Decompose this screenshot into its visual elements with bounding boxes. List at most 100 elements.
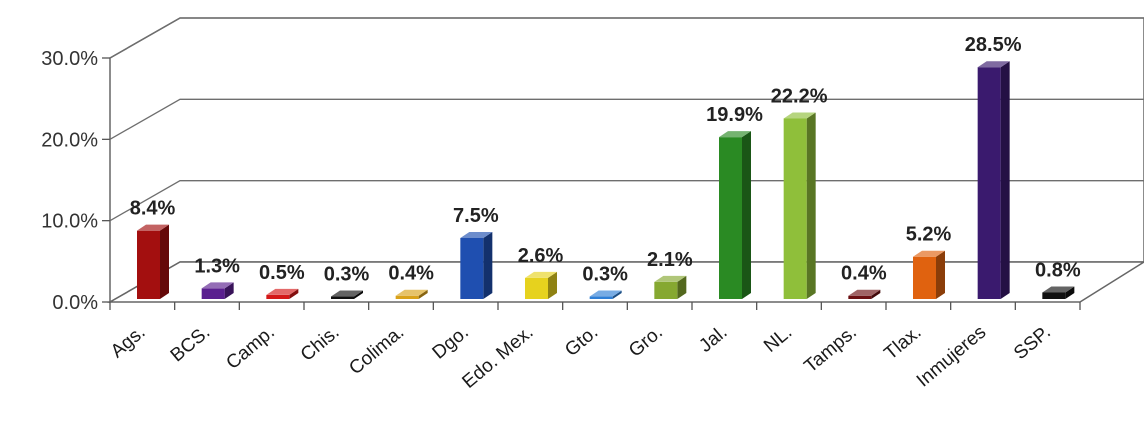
data-label: 0.4% xyxy=(388,263,434,285)
data-label: 8.4% xyxy=(130,198,176,220)
bar-side xyxy=(160,224,169,299)
bar-top xyxy=(654,275,687,282)
bar-top xyxy=(783,112,816,119)
bar-side xyxy=(354,290,363,299)
bar xyxy=(395,289,428,299)
bar-front xyxy=(266,294,290,299)
bar-side xyxy=(548,271,557,299)
bar-side xyxy=(483,232,493,299)
bar xyxy=(913,250,945,299)
data-label: 0.5% xyxy=(259,262,305,284)
x-tick-label: NL. xyxy=(760,322,796,357)
x-tick-label: Jal. xyxy=(695,322,731,357)
data-label: 0.4% xyxy=(841,263,887,285)
gridlines xyxy=(102,17,1144,303)
bar-front xyxy=(201,288,225,299)
bar-side xyxy=(936,250,945,299)
bar xyxy=(589,290,622,299)
data-label: 0.3% xyxy=(324,264,370,286)
bar-front xyxy=(719,137,742,299)
x-tick-label: Gto. xyxy=(561,322,602,361)
chart-walls xyxy=(107,17,1144,304)
bar xyxy=(848,289,881,299)
bar-top xyxy=(395,289,428,296)
bar xyxy=(201,282,234,299)
x-tick-label: Camp. xyxy=(223,322,279,374)
bar-top xyxy=(913,250,945,257)
bar-front xyxy=(977,67,1001,299)
x-tick-label: Tamps. xyxy=(800,322,860,377)
bar-front xyxy=(783,118,807,299)
y-tick-label: 10.0% xyxy=(41,211,98,233)
bar xyxy=(266,288,299,299)
bar-top xyxy=(719,131,751,138)
x-tick-label: BCS. xyxy=(167,322,214,367)
bar xyxy=(977,61,1010,300)
bar-top xyxy=(1042,286,1075,293)
bar-top xyxy=(525,271,557,278)
x-tick-label: Colima. xyxy=(345,322,408,379)
bar-front xyxy=(848,295,872,299)
bar-side xyxy=(224,282,234,299)
bar-side xyxy=(612,290,622,299)
bar xyxy=(525,271,557,299)
y-tick-label: 30.0% xyxy=(41,48,98,70)
data-label: 5.2% xyxy=(906,224,952,246)
bar-front xyxy=(913,256,936,299)
bar-top xyxy=(266,288,299,295)
bar-top xyxy=(201,282,234,289)
bar-side xyxy=(289,288,299,299)
gridline xyxy=(109,180,1144,222)
bar-front xyxy=(1042,292,1066,299)
x-tick-label: Inmujeres xyxy=(913,322,990,392)
x-tick-label: Tlax. xyxy=(880,322,925,365)
x-tick-label: Gro. xyxy=(625,322,667,362)
bar-top xyxy=(848,289,881,296)
data-labels: 8.4% 1.3% 0.5% 0.3% 0.4% 7.5% 2.6% 0.3% 2.1% 19.9… xyxy=(130,34,1081,285)
bar-side xyxy=(1000,61,1010,300)
gridline xyxy=(109,98,1144,140)
data-label: 2.6% xyxy=(518,245,564,267)
bar-top xyxy=(137,224,169,231)
bar-top xyxy=(460,232,493,238)
bar-front xyxy=(395,295,419,299)
bar xyxy=(137,224,169,299)
data-label: 0.3% xyxy=(582,264,628,286)
bar xyxy=(331,290,363,299)
data-label: 7.5% xyxy=(453,205,499,227)
bar-front xyxy=(460,238,484,299)
x-tick-label: Ags. xyxy=(107,322,150,363)
bar xyxy=(783,112,816,299)
x-tick-label: Dgo. xyxy=(429,322,473,364)
bar-front xyxy=(654,281,678,299)
bar-side xyxy=(742,131,751,299)
data-label: 19.9% xyxy=(706,104,763,126)
bar-side xyxy=(677,275,687,299)
x-tick-label: SSP. xyxy=(1010,322,1055,364)
data-label: 2.1% xyxy=(647,249,693,271)
y-tick-label: 0.0% xyxy=(52,292,98,314)
bar xyxy=(719,131,751,299)
x-axis-ticks: Ags. BCS. Camp. Chis. Colima. Dgo.Edo. Mex. Gt… xyxy=(107,302,1081,393)
bar-front xyxy=(137,230,160,299)
data-label: 28.5% xyxy=(965,34,1022,56)
y-axis-ticks: 0.0% 10.0% 20.0% 30.0% xyxy=(41,48,98,314)
data-label: 0.8% xyxy=(1035,259,1081,281)
bar-top xyxy=(589,290,622,297)
data-label: 22.2% xyxy=(771,85,828,107)
bars xyxy=(137,61,1075,300)
bar-side xyxy=(1065,286,1075,299)
bar-side xyxy=(871,289,881,299)
y-tick-label: 20.0% xyxy=(41,129,98,151)
bar-side xyxy=(806,112,816,299)
gridline xyxy=(109,17,1144,59)
bar-front xyxy=(525,277,548,299)
bar xyxy=(1042,286,1075,299)
bar-front xyxy=(331,296,354,299)
x-tick-label: Edo. Mex. xyxy=(459,322,538,393)
bar-top xyxy=(331,290,363,297)
x-tick-label: Chis. xyxy=(297,322,344,366)
bar-front xyxy=(589,296,613,299)
bar-side xyxy=(418,289,428,299)
